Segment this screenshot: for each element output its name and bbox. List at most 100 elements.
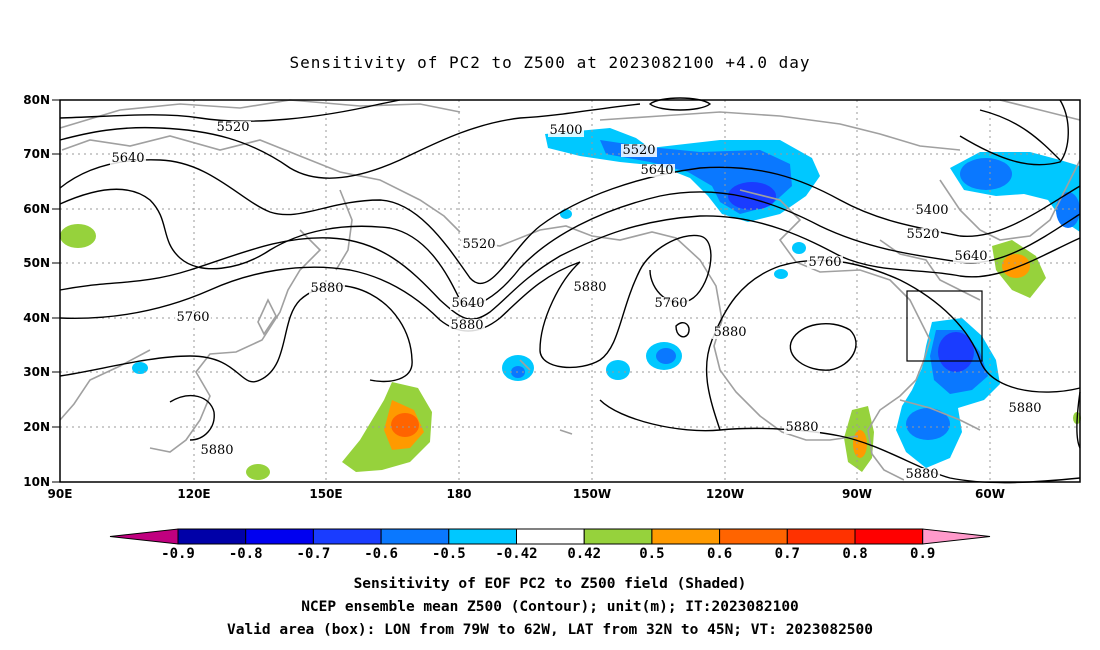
colorbar: -0.9 -0.8 -0.7 -0.6 -0.5 -0.42 0.42 0.5 0.6 0.7 0.… (109, 528, 991, 562)
contour-label: 5400 (915, 203, 948, 218)
contour-label: 5880 (200, 443, 233, 458)
contour-label: 5760 (176, 310, 209, 325)
contour-labels: 5520 5400 5520 5640 5640 5520 5400 5520 5640 5760… (110, 120, 1043, 482)
negative-patch (774, 269, 788, 279)
colorbar-bin (448, 528, 517, 545)
contour-label: 5640 (640, 163, 673, 178)
contour-label: 5880 (713, 325, 746, 340)
colorbar-label: 0.8 (842, 546, 867, 562)
coastlines (59, 99, 1081, 481)
contour-label-bg (905, 228, 941, 241)
lon-label: 150W (573, 487, 611, 501)
contour-label: 5880 (450, 318, 483, 333)
colorbar-bin (786, 528, 856, 545)
contour-label: 5520 (906, 227, 939, 242)
colorbar-bin (719, 528, 788, 545)
longitude-labels: 90E 120E 150E 180 150W 120W 90W 60W (48, 487, 1005, 501)
lon-label: 120E (177, 487, 210, 501)
contour-label: 5880 (785, 420, 818, 435)
colorbar-bin (177, 528, 247, 545)
contour-label-bg (309, 282, 345, 295)
lon-label: 150E (309, 487, 342, 501)
lon-label: 60W (975, 487, 1005, 501)
lon-label: 120W (706, 487, 744, 501)
contour-label: 5760 (808, 255, 841, 270)
negative-patch (960, 158, 1012, 190)
positive-patch (1002, 254, 1030, 278)
colorbar-max-arrow (922, 528, 991, 545)
map-panel: 5520 5400 5520 5640 5640 5520 5400 5520 5640 5760… (23, 93, 1081, 501)
colorbar-label: 0.42 (567, 546, 601, 562)
colorbar-min-arrow (109, 528, 179, 545)
colorbar-bin (583, 528, 653, 545)
contour-label: 5520 (216, 120, 249, 135)
negative-patch (606, 360, 630, 380)
contour-label: 5640 (111, 151, 144, 166)
colorbar-label: 0.5 (639, 546, 664, 562)
lon-label: 180 (446, 487, 471, 501)
map-frame (59, 99, 1081, 483)
contour-label-bg (548, 124, 584, 137)
contour-label-bg (784, 421, 820, 434)
contour-label: 5400 (549, 123, 582, 138)
contour-label-bg (712, 326, 748, 339)
colorbar-label: -0.7 (297, 546, 331, 562)
lon-label: 90W (842, 487, 872, 501)
lat-label: 10N (23, 475, 50, 489)
positive-patch (246, 464, 270, 480)
note-valid-area: Valid area (box): LON from 79W to 62W, L… (227, 622, 873, 638)
contour-label-bg (653, 297, 689, 310)
lon-label: 90E (48, 487, 73, 501)
contour-label-bg (450, 297, 486, 310)
colorbar-label: -0.6 (364, 546, 398, 562)
contour-label-bg (449, 319, 485, 332)
contour-label: 5520 (622, 143, 655, 158)
contour-label-bg (914, 204, 950, 217)
colorbar-bin (245, 528, 314, 545)
note-shaded: Sensitivity of EOF PC2 to Z500 field (Sh… (354, 576, 747, 592)
valid-area-box (906, 290, 983, 362)
colorbar-bin (516, 528, 585, 545)
contour-label-bg (807, 256, 843, 269)
contour-label: 5880 (1008, 401, 1041, 416)
colorbar-label: -0.8 (229, 546, 263, 562)
negative-patch (132, 362, 148, 374)
colorbar-bin (651, 528, 721, 545)
contour-label: 5880 (310, 281, 343, 296)
map-title: Sensitivity of PC2 to Z500 at 2023082100… (289, 53, 810, 72)
lat-label: 80N (23, 93, 50, 107)
contour-label-bg (110, 152, 146, 165)
contour-label: 5640 (451, 296, 484, 311)
contour-label: 5760 (654, 296, 687, 311)
colorbar-label: 0.6 (707, 546, 732, 562)
negative-patch (656, 348, 676, 364)
latitude-labels: 80N 70N 60N 50N 40N 30N 20N 10N (23, 93, 60, 489)
contour-label-bg (621, 144, 657, 157)
negative-patch (792, 242, 806, 254)
colorbar-bin (312, 528, 382, 545)
contour-label-bg (199, 444, 235, 457)
contour-label-bg (461, 238, 497, 251)
contour-label: 5880 (573, 280, 606, 295)
contour-label-bg (572, 281, 608, 294)
colorbar-label: -0.42 (495, 546, 537, 562)
lat-label: 30N (23, 365, 50, 379)
lat-label: 70N (23, 147, 50, 161)
colorbar-label: 0.9 (910, 546, 935, 562)
colorbar-label: -0.5 (432, 546, 466, 562)
negative-patch (728, 182, 776, 210)
negative-patch (1056, 192, 1080, 228)
negative-patch (938, 332, 974, 372)
contour-label-bg (953, 250, 989, 263)
negative-patch (560, 209, 572, 219)
colorbar-bin (380, 528, 450, 545)
lat-label: 60N (23, 202, 50, 216)
lat-label: 40N (23, 311, 50, 325)
contour-label-bg (639, 164, 675, 177)
contour-label-bg (904, 468, 940, 481)
lat-label: 50N (23, 256, 50, 270)
positive-patch (60, 224, 96, 248)
contour-label: 5520 (462, 237, 495, 252)
contour-label-bg (1007, 402, 1043, 415)
